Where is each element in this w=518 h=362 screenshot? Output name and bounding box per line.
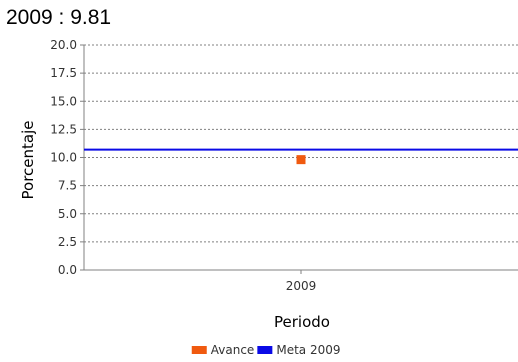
y-tick-label: 7.5	[58, 179, 77, 193]
y-tick-label: 12.5	[50, 122, 77, 136]
legend-item: Meta 2009	[257, 343, 341, 357]
y-axis-title: Porcentaje	[19, 121, 37, 200]
legend-swatch	[257, 346, 273, 354]
y-tick-labels: 0.0 2.5 5.0 7.5 10.0 12.5 15.0 17.5 20.0	[50, 38, 77, 277]
y-tick-label: 10.0	[50, 151, 77, 165]
legend: Avance Meta 2009	[191, 343, 341, 357]
legend-item: Avance	[191, 343, 255, 357]
x-axis-title: Periodo	[274, 313, 330, 331]
legend-label: Meta 2009	[276, 343, 340, 357]
y-tick-label: 2.5	[58, 235, 77, 249]
legend-swatch	[191, 346, 207, 354]
y-tick-label: 15.0	[50, 94, 77, 108]
axes	[80, 44, 518, 274]
x-tick-labels: 2009	[286, 279, 317, 293]
series-marks	[84, 148, 518, 165]
gridlines	[84, 44, 518, 243]
legend-label: Avance	[211, 343, 255, 357]
y-tick-label: 17.5	[50, 66, 77, 80]
y-tick-label: 5.0	[58, 207, 77, 221]
y-tick-label: 0.0	[58, 263, 77, 277]
data-point	[296, 155, 306, 165]
y-tick-label: 20.0	[50, 38, 77, 52]
x-tick-label: 2009	[286, 279, 317, 293]
chart-title: 2009 : 9.81	[6, 6, 112, 29]
